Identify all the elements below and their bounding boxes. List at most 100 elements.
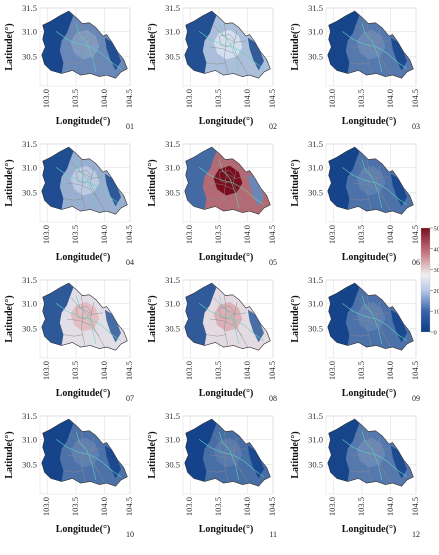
y-axis-label: Latitude(°): [4, 23, 15, 70]
x-tick-label: 103.5: [70, 89, 80, 108]
y-axis-label: Latitude(°): [290, 23, 301, 70]
x-tick-label: 103.0: [184, 497, 194, 516]
y-tick-label: 31.0: [308, 434, 323, 444]
y-tick-label: 31.5: [22, 411, 37, 421]
x-tick-label: 104.0: [99, 361, 109, 380]
y-axis-label: Latitude(°): [290, 295, 301, 342]
x-axis-label: Longitude(°): [199, 116, 254, 127]
x-tick-label: 104.5: [267, 225, 277, 244]
x-tick-label: 104.0: [99, 497, 109, 516]
x-tick-label: 104.0: [385, 225, 395, 244]
y-tick-label: 31.0: [22, 434, 37, 444]
x-tick-label: 103.0: [41, 225, 51, 244]
x-tick-label: 104.5: [267, 361, 277, 380]
y-axis-label: Latitude(°): [4, 159, 15, 206]
month-label: 12: [412, 530, 420, 539]
x-tick-label: 103.5: [70, 225, 80, 244]
y-axis-label: Latitude(°): [147, 431, 158, 478]
y-axis-label: Latitude(°): [290, 431, 301, 478]
x-tick-label: 104.5: [267, 89, 277, 108]
y-tick-label: 30.5: [165, 459, 180, 469]
month-label: 01: [126, 122, 134, 131]
x-tick-label: 104.0: [242, 497, 252, 516]
x-axis-label: Longitude(°): [56, 252, 111, 263]
month-label: 11: [269, 530, 277, 539]
x-tick-label: 103.5: [213, 361, 223, 380]
y-tick-label: 31.0: [165, 26, 180, 36]
x-axis-label: Longitude(°): [56, 116, 111, 127]
colorbar-tick-label: 30: [434, 267, 439, 274]
month-label: 06: [412, 258, 420, 267]
y-axis-label: Latitude(°): [4, 431, 15, 478]
x-tick-label: 104.5: [124, 361, 134, 380]
y-tick-label: 31.0: [308, 298, 323, 308]
x-tick-label: 103.5: [356, 497, 366, 516]
month-label: 08: [269, 394, 277, 403]
x-tick-label: 104.5: [410, 225, 420, 244]
y-tick-label: 31.5: [165, 275, 180, 285]
y-tick-label: 30.5: [165, 323, 180, 333]
y-axis-label: Latitude(°): [147, 159, 158, 206]
y-tick-label: 31.0: [165, 434, 180, 444]
x-tick-label: 103.0: [327, 225, 337, 244]
x-tick-label: 103.5: [356, 225, 366, 244]
y-tick-label: 30.5: [22, 323, 37, 333]
x-tick-label: 103.0: [327, 89, 337, 108]
x-axis-label: Longitude(°): [342, 388, 397, 399]
x-tick-label: 103.5: [70, 361, 80, 380]
colorbar-tick-label: 0: [434, 330, 437, 337]
y-axis-label: Latitude(°): [290, 159, 301, 206]
x-tick-label: 104.5: [410, 497, 420, 516]
x-tick-label: 103.0: [184, 225, 194, 244]
panels-layer: 31.5 31.0 30.5 103.0 103.5 104.0 104.5 Latitude…: [4, 3, 420, 539]
y-tick-label: 31.5: [165, 3, 180, 13]
colorbar-gradient: [421, 228, 430, 332]
x-tick-label: 104.0: [99, 225, 109, 244]
x-tick-label: 104.5: [124, 89, 134, 108]
month-label: 02: [269, 122, 277, 131]
x-tick-label: 103.5: [70, 497, 80, 516]
y-tick-label: 30.5: [308, 187, 323, 197]
x-tick-label: 103.5: [356, 89, 366, 108]
x-tick-label: 104.0: [242, 89, 252, 108]
y-tick-label: 30.5: [308, 459, 323, 469]
y-tick-label: 30.5: [308, 51, 323, 61]
y-tick-label: 30.5: [22, 187, 37, 197]
y-tick-label: 30.5: [308, 323, 323, 333]
x-axis-label: Longitude(°): [342, 116, 397, 127]
y-tick-label: 31.5: [308, 3, 323, 13]
y-tick-label: 31.5: [308, 411, 323, 421]
x-tick-label: 103.0: [41, 361, 51, 380]
x-tick-label: 104.5: [124, 497, 134, 516]
x-tick-label: 104.5: [124, 225, 134, 244]
colorbar-tick-label: 50: [434, 226, 439, 233]
x-tick-label: 103.0: [41, 497, 51, 516]
y-tick-label: 31.5: [22, 3, 37, 13]
x-tick-label: 104.0: [385, 89, 395, 108]
month-label: 10: [126, 530, 134, 539]
colorbar-tick-label: 20: [434, 288, 439, 295]
y-tick-label: 31.5: [165, 139, 180, 149]
x-tick-label: 104.0: [385, 361, 395, 380]
x-tick-label: 104.5: [267, 497, 277, 516]
y-tick-label: 31.0: [308, 162, 323, 172]
month-label: 05: [269, 258, 277, 267]
y-tick-label: 31.5: [22, 275, 37, 285]
y-tick-label: 31.0: [165, 298, 180, 308]
x-axis-label: Longitude(°): [342, 524, 397, 535]
y-tick-label: 31.0: [22, 162, 37, 172]
month-label: 03: [412, 122, 420, 131]
x-axis-label: Longitude(°): [56, 388, 111, 399]
y-tick-label: 30.5: [22, 51, 37, 61]
x-axis-label: Longitude(°): [56, 524, 111, 535]
x-tick-label: 103.0: [327, 361, 337, 380]
